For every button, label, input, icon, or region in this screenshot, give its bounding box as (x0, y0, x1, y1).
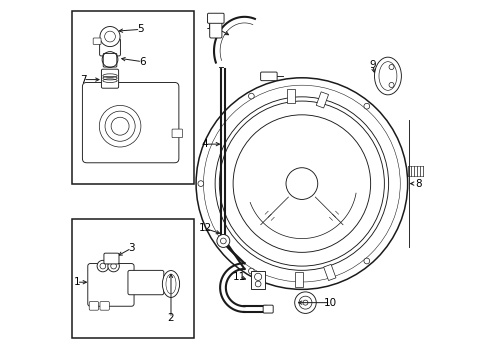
Circle shape (298, 296, 311, 309)
Text: 8: 8 (414, 179, 421, 189)
Circle shape (217, 234, 229, 247)
Circle shape (220, 238, 226, 244)
Text: 6: 6 (139, 57, 145, 67)
Ellipse shape (374, 57, 401, 95)
Circle shape (388, 64, 393, 69)
Ellipse shape (165, 274, 176, 294)
Bar (316, 92, 328, 108)
Bar (72, 220, 194, 338)
Circle shape (100, 263, 105, 269)
Text: 7: 7 (80, 75, 86, 85)
FancyBboxPatch shape (128, 270, 163, 295)
Circle shape (363, 103, 369, 109)
Text: 13: 13 (205, 21, 219, 31)
Circle shape (248, 268, 254, 274)
FancyBboxPatch shape (250, 271, 265, 289)
Circle shape (110, 263, 116, 269)
Circle shape (254, 273, 261, 280)
Text: 4: 4 (202, 139, 208, 149)
Bar (323, 264, 335, 280)
Text: 10: 10 (324, 298, 336, 308)
Circle shape (363, 258, 369, 264)
Circle shape (437, 172, 445, 179)
Circle shape (303, 300, 307, 305)
Text: 9: 9 (368, 60, 375, 70)
Bar (72, 12, 194, 184)
FancyBboxPatch shape (172, 129, 182, 138)
FancyBboxPatch shape (101, 69, 119, 88)
Circle shape (233, 115, 370, 252)
Circle shape (108, 260, 119, 272)
Circle shape (255, 281, 261, 287)
Text: 3: 3 (128, 243, 135, 253)
FancyBboxPatch shape (260, 72, 277, 81)
FancyBboxPatch shape (432, 155, 450, 182)
Circle shape (196, 78, 407, 289)
Text: 1: 1 (73, 277, 80, 287)
Text: 5: 5 (137, 24, 143, 35)
FancyBboxPatch shape (207, 13, 224, 23)
Circle shape (97, 260, 108, 272)
Text: 12: 12 (198, 224, 211, 233)
FancyBboxPatch shape (103, 53, 117, 67)
FancyBboxPatch shape (82, 82, 179, 163)
Circle shape (198, 181, 203, 186)
Bar (294, 272, 302, 287)
FancyBboxPatch shape (263, 305, 273, 313)
Circle shape (100, 27, 120, 46)
FancyBboxPatch shape (88, 264, 134, 306)
FancyBboxPatch shape (209, 19, 222, 38)
Circle shape (285, 168, 317, 199)
Circle shape (294, 292, 316, 314)
Circle shape (104, 31, 115, 42)
Circle shape (437, 158, 445, 166)
FancyBboxPatch shape (93, 38, 101, 44)
Circle shape (388, 82, 393, 87)
Text: 11: 11 (232, 272, 245, 282)
FancyBboxPatch shape (100, 39, 120, 56)
Ellipse shape (162, 271, 179, 297)
Bar (286, 89, 294, 103)
FancyBboxPatch shape (89, 302, 99, 310)
Circle shape (248, 93, 254, 99)
Text: 2: 2 (167, 313, 174, 323)
FancyBboxPatch shape (100, 302, 109, 310)
FancyBboxPatch shape (104, 253, 119, 264)
